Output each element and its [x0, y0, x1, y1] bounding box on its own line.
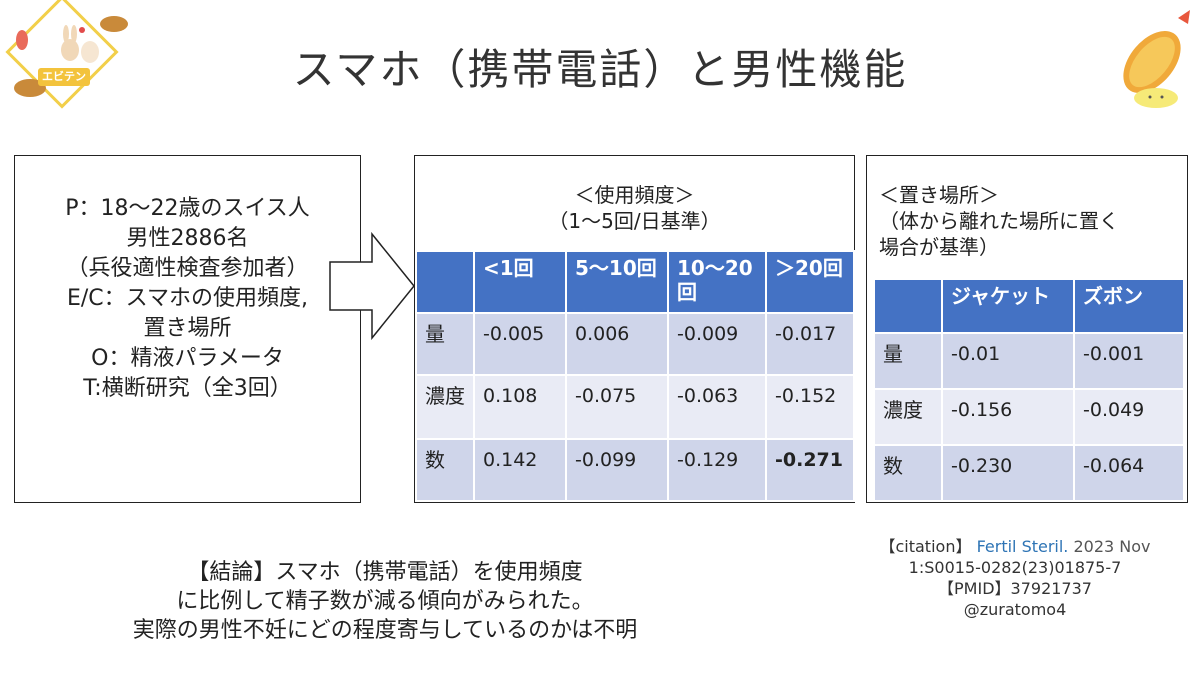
- citation-block: 【citation】 Fertil Steril. 2023 Nov 1:S00…: [850, 536, 1180, 620]
- table-row: 濃度 -0.156 -0.049: [873, 388, 1185, 446]
- table-row: 数 0.142 -0.099 -0.129 -0.271: [415, 438, 855, 502]
- table-row: 数 -0.230 -0.064: [873, 444, 1185, 502]
- tempura-illustration: [1123, 10, 1190, 108]
- header-cell-10-20: 10〜20回: [667, 250, 767, 314]
- summary-line-type: T:横断研究（全3回）: [83, 376, 292, 401]
- usage-frequency-caption: ＜使用頻度＞ （1〜5回/日基準）: [415, 182, 854, 234]
- summary-line-outcome: O：精液パラメータ: [91, 346, 284, 371]
- citation-pmid: 【PMID】37921737: [938, 579, 1092, 598]
- summary-line-population-note: （兵役適性検査参加者）: [66, 256, 309, 281]
- row-label-volume: 量: [415, 312, 475, 376]
- header-cell-lt1: <1回: [473, 250, 567, 314]
- right-arrow-icon: [329, 232, 415, 340]
- table-cell: -0.230: [941, 444, 1075, 502]
- placement-table: ジャケット ズボン 量 -0.01 -0.001 濃度 -0.156 -0.04…: [873, 278, 1185, 502]
- conclusion-line: 実際の男性不妊にどの程度寄与しているのかは不明: [132, 618, 638, 643]
- header-cell-empty: [873, 278, 943, 334]
- usage-frequency-reference: （1〜5回/日基準）: [548, 209, 721, 233]
- study-summary-box: P：18〜22歳のスイス人 男性2886名 （兵役適性検査参加者） E/C：スマ…: [14, 155, 361, 503]
- table-cell-highlight: -0.271: [765, 438, 855, 502]
- conclusion-line: 【結論】スマホ（携帯電話）を使用頻度: [187, 560, 583, 585]
- table-cell: -0.049: [1073, 388, 1185, 446]
- table-cell: -0.075: [565, 374, 669, 440]
- table-cell: -0.001: [1073, 332, 1185, 390]
- table-header-row: ジャケット ズボン: [873, 278, 1185, 334]
- table-cell: -0.064: [1073, 444, 1185, 502]
- citation-journal: Fertil Steril.: [976, 537, 1069, 556]
- header-cell-empty: [415, 250, 475, 314]
- table-cell: -0.063: [667, 374, 767, 440]
- placement-reference-cont: 場合が基準）: [879, 235, 999, 259]
- header-cell-5-10: 5〜10回: [565, 250, 669, 314]
- row-label-concentration: 濃度: [873, 388, 943, 446]
- conclusion-line: に比例して精子数が減る傾向がみられた。: [176, 589, 594, 614]
- table-header-row: <1回 5〜10回 10〜20回 ＞20回: [415, 250, 855, 314]
- citation-date: 2023 Nov: [1073, 537, 1151, 556]
- citation-label: 【citation】: [879, 537, 972, 556]
- usage-frequency-panel: ＜使用頻度＞ （1〜5回/日基準） <1回 5〜10回 10〜20回 ＞20回 …: [414, 155, 855, 503]
- table-row: 濃度 0.108 -0.075 -0.063 -0.152: [415, 374, 855, 440]
- table-cell: 0.108: [473, 374, 567, 440]
- header-cell-pants: ズボン: [1073, 278, 1185, 334]
- usage-frequency-table: <1回 5〜10回 10〜20回 ＞20回 量 -0.005 0.006 -0.…: [415, 250, 855, 502]
- citation-handle: @zuratomo4: [963, 600, 1067, 619]
- slide-title: スマホ（携帯電話）と男性機能: [292, 45, 908, 94]
- table-cell: -0.129: [667, 438, 767, 502]
- logo-illustration: [14, 16, 128, 97]
- table-row: 量 -0.005 0.006 -0.009 -0.017: [415, 312, 855, 376]
- summary-line-population: P：18〜22歳のスイス人: [65, 196, 310, 221]
- table-cell: -0.152: [765, 374, 855, 440]
- logo-text: エビテン: [38, 68, 90, 86]
- header-cell-jacket: ジャケット: [941, 278, 1075, 334]
- row-label-count: 数: [415, 438, 475, 502]
- citation-line: 【citation】 Fertil Steril. 2023 Nov: [850, 536, 1180, 557]
- placement-title: ＜置き場所＞: [879, 183, 999, 207]
- placement-reference: （体から離れた場所に置く: [879, 209, 1119, 233]
- usage-frequency-title: ＜使用頻度＞: [574, 183, 695, 207]
- placement-panel: ＜置き場所＞ （体から離れた場所に置く 場合が基準） ジャケット ズボン 量 -…: [866, 155, 1188, 503]
- conclusion-text: 【結論】スマホ（携帯電話）を使用頻度 に比例して精子数が減る傾向がみられた。 実…: [60, 558, 710, 645]
- summary-line-exposure-cont: 置き場所: [143, 316, 232, 341]
- table-cell: -0.009: [667, 312, 767, 376]
- row-label-volume: 量: [873, 332, 943, 390]
- table-cell: 0.006: [565, 312, 669, 376]
- logo: エビテン: [0, 0, 140, 110]
- table-cell: -0.005: [473, 312, 567, 376]
- header-cell-gt20: ＞20回: [765, 250, 855, 314]
- row-label-count: 数: [873, 444, 943, 502]
- table-cell: -0.01: [941, 332, 1075, 390]
- table-cell: -0.017: [765, 312, 855, 376]
- table-cell: -0.099: [565, 438, 669, 502]
- row-label-concentration: 濃度: [415, 374, 475, 440]
- table-cell: -0.156: [941, 388, 1075, 446]
- placement-caption: ＜置き場所＞ （体から離れた場所に置く 場合が基準）: [879, 182, 1119, 260]
- table-row: 量 -0.01 -0.001: [873, 332, 1185, 390]
- table-cell: 0.142: [473, 438, 567, 502]
- citation-doi: 1:S0015-0282(23)01875-7: [908, 558, 1122, 577]
- summary-line-population-count: 男性2886名: [126, 226, 249, 251]
- summary-line-exposure: E/C：スマホの使用頻度,: [66, 286, 308, 311]
